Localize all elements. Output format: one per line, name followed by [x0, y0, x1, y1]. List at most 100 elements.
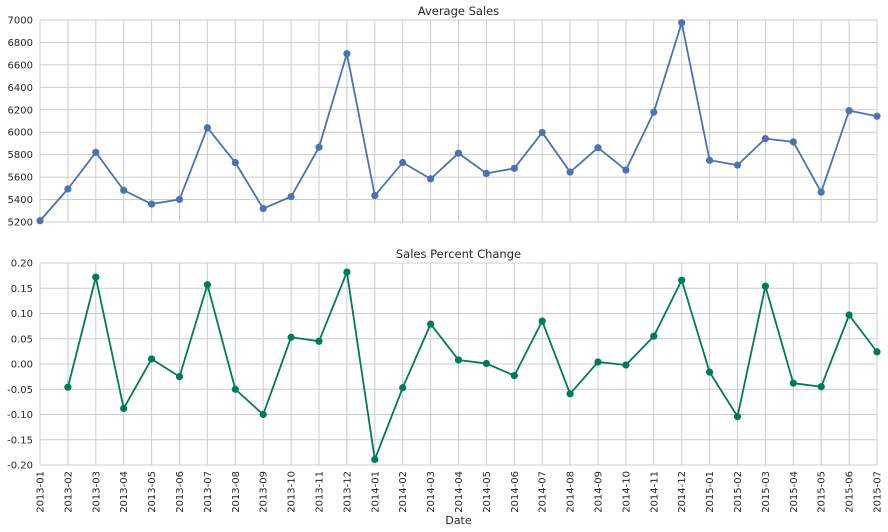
- data-point: [120, 186, 128, 194]
- data-point: [120, 404, 128, 413]
- average-sales-panel: 5200 5400 5600 5800 6000 6200 6400 6600 6800 7000…: [8, 4, 881, 229]
- y-tick-label: 0.15: [11, 284, 33, 295]
- x-tick-label: 2014-12: [677, 471, 688, 513]
- data-point: [343, 268, 351, 276]
- data-point: [371, 455, 379, 464]
- data-point: [650, 108, 658, 116]
- x-tick-label: 2014-01: [370, 471, 381, 513]
- x-tick-label: 2014-10: [621, 471, 632, 513]
- y-tick-label: -0.10: [7, 410, 33, 421]
- data-point: [566, 390, 574, 398]
- series-line: [67, 271, 878, 461]
- data-point: [148, 200, 156, 208]
- x-tick-label: 2015-03: [761, 471, 772, 513]
- data-point: [706, 156, 714, 164]
- x-tick-label: 2015-01: [705, 471, 716, 513]
- data-point: [873, 348, 881, 356]
- data-point: [454, 149, 463, 157]
- data-point: [761, 135, 770, 143]
- data-point: [817, 188, 825, 196]
- x-tick-label: 2014-09: [594, 471, 605, 513]
- data-point: [538, 317, 546, 325]
- data-point: [371, 192, 379, 200]
- data-point: [482, 359, 490, 368]
- x-tick-label: 2014-07: [538, 471, 549, 513]
- x-tick-label: 2015-05: [817, 471, 828, 513]
- y-tick-label: 5400: [8, 195, 33, 206]
- y-tick-label: 0.10: [11, 309, 33, 320]
- data-point: [622, 361, 630, 369]
- y-tick-label: 6200: [8, 105, 33, 116]
- data-point: [733, 161, 742, 169]
- data-point: [566, 168, 574, 176]
- data-point: [399, 384, 407, 392]
- data-point: [64, 185, 72, 193]
- x-tick-label: 2014-08: [566, 471, 577, 513]
- data-point: [510, 164, 518, 172]
- data-point: [454, 356, 463, 364]
- data-point: [678, 276, 686, 284]
- y-tick-label: 0.00: [11, 360, 33, 371]
- data-point: [315, 337, 323, 345]
- data-point: [845, 107, 853, 115]
- y-tick-label: 7000: [8, 16, 33, 27]
- data-point: [761, 282, 770, 290]
- y-tick-label: -0.20: [7, 461, 33, 472]
- data-point: [175, 373, 184, 381]
- data-point: [482, 169, 490, 178]
- data-point: [706, 368, 714, 376]
- data-point: [845, 311, 853, 319]
- x-tick-label: 2013-10: [287, 471, 298, 513]
- data-point: [231, 158, 239, 167]
- x-axis-label: Date: [445, 514, 472, 527]
- data-point: [399, 158, 407, 167]
- data-point: [259, 410, 267, 419]
- y-tick-label: 6400: [8, 83, 33, 94]
- x-tick-label: 2013-06: [175, 471, 186, 513]
- data-point: [427, 175, 435, 183]
- x-tick-label: 2013-07: [203, 471, 214, 513]
- data-point: [873, 112, 881, 120]
- x-tick-label: 2013-02: [63, 471, 74, 513]
- x-tick-label: 2014-05: [482, 471, 493, 513]
- x-tick-label: 2013-11: [315, 471, 326, 513]
- y-tick-label: 5800: [8, 150, 33, 161]
- y-tick-label: -0.05: [7, 385, 33, 396]
- data-point: [36, 217, 44, 225]
- x-tick-label: 2015-02: [733, 471, 744, 513]
- y-tick-label: 6600: [8, 60, 33, 71]
- data-point: [733, 412, 742, 421]
- x-tick-label: 2013-09: [259, 471, 270, 513]
- x-tick-label: 2014-03: [426, 471, 437, 513]
- data-point: [92, 148, 100, 156]
- data-point: [315, 143, 323, 151]
- y-tick-label: -0.15: [7, 435, 33, 446]
- x-tick-label: 2013-01: [36, 471, 47, 513]
- data-point: [427, 320, 435, 328]
- data-point: [148, 355, 156, 363]
- y-tick-label: 5200: [8, 218, 33, 229]
- data-point: [175, 195, 184, 204]
- x-tick-label: 2013-08: [231, 471, 242, 513]
- x-tick-label: 2014-04: [454, 471, 465, 513]
- data-point: [789, 379, 797, 387]
- data-point: [287, 193, 295, 201]
- x-tick-label: 2015-04: [789, 471, 800, 513]
- data-point: [817, 383, 825, 391]
- sales-percent-change-panel: -0.20 -0.15 -0.10 -0.05 0.00 0.05 0.10 0.15 0.20…: [7, 247, 883, 513]
- data-point: [287, 333, 295, 341]
- chart-title: Average Sales: [418, 4, 500, 18]
- y-tick-label: 6000: [8, 128, 33, 139]
- data-point: [64, 383, 72, 391]
- data-point: [678, 19, 686, 27]
- data-point: [231, 385, 239, 393]
- data-point: [92, 273, 100, 281]
- data-point: [203, 281, 211, 289]
- x-tick-label: 2014-06: [510, 471, 521, 513]
- x-tick-label: 2013-12: [342, 471, 353, 513]
- x-tick-label: 2013-03: [91, 471, 102, 513]
- y-tick-label: 5600: [8, 173, 33, 184]
- data-point: [538, 128, 546, 137]
- data-point: [650, 332, 658, 340]
